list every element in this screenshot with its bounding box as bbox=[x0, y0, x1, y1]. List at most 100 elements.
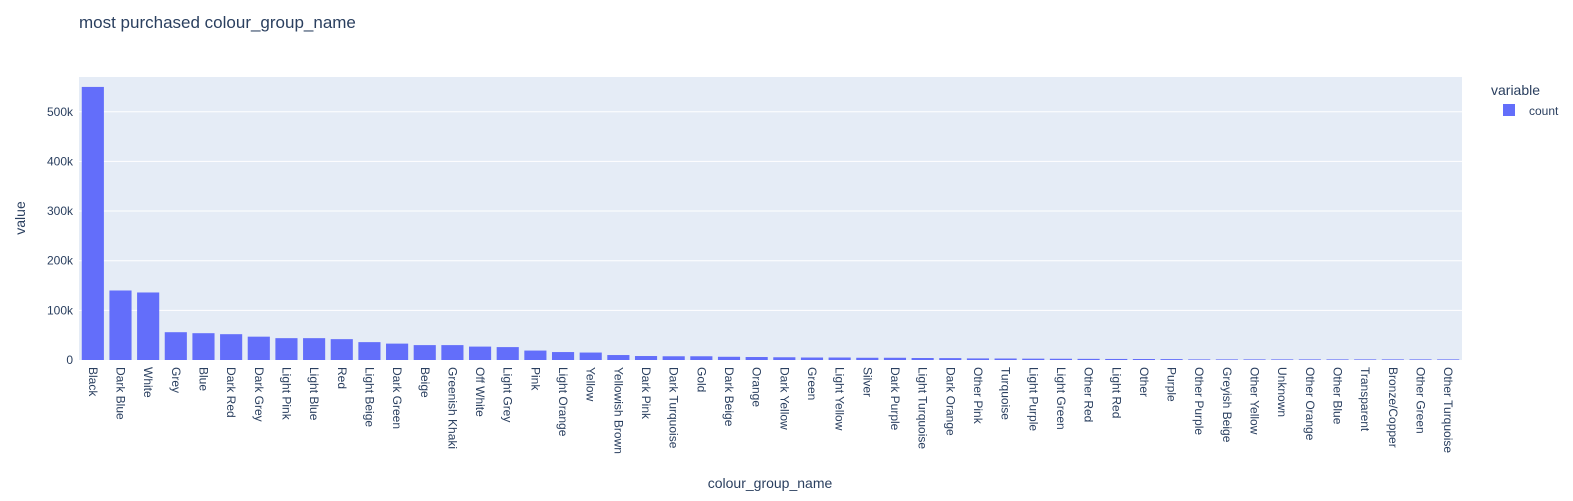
gridlines bbox=[79, 111, 1462, 311]
x-tick-label: Bronze/Copper bbox=[1386, 367, 1400, 448]
x-tick-label: Other Pink bbox=[971, 367, 985, 425]
x-tick-label: Off White bbox=[473, 367, 487, 417]
bar-light-blue[interactable] bbox=[303, 338, 326, 360]
x-tick-label: Light Grey bbox=[501, 367, 515, 422]
bar-beige[interactable] bbox=[413, 345, 436, 360]
x-tick-label: Other Green bbox=[1414, 367, 1428, 434]
bar-purple[interactable] bbox=[1160, 359, 1183, 360]
bar-other-pink[interactable] bbox=[966, 358, 990, 360]
x-tick-label: Light Yellow bbox=[833, 367, 847, 431]
y-tick-label: 0 bbox=[66, 353, 73, 367]
x-tick-label: Other Purple bbox=[1192, 367, 1206, 435]
y-axis-title: value bbox=[12, 201, 28, 235]
bar-silver[interactable] bbox=[856, 357, 879, 360]
bar-green[interactable] bbox=[800, 357, 824, 360]
bar-orange[interactable] bbox=[745, 357, 768, 360]
bar-other-purple[interactable] bbox=[1188, 359, 1211, 360]
legend-swatch-count[interactable] bbox=[1503, 104, 1515, 116]
x-tick-label: Dark Green bbox=[390, 367, 404, 429]
bar-light-turquoise[interactable] bbox=[911, 358, 934, 360]
bar-blue[interactable] bbox=[192, 333, 215, 360]
bar-light-purple[interactable] bbox=[1022, 358, 1045, 360]
bar-dark-turquoise[interactable] bbox=[662, 356, 685, 360]
bar-other-yellow[interactable] bbox=[1243, 359, 1266, 360]
bar-light-yellow[interactable] bbox=[828, 357, 851, 360]
bar-light-grey[interactable] bbox=[496, 347, 519, 360]
x-axis-ticks: Black Dark Blue White Grey Blue Dark Red Dark … bbox=[86, 367, 1455, 454]
x-tick-label: Light Red bbox=[1109, 367, 1123, 418]
bar-light-red[interactable] bbox=[1105, 358, 1128, 360]
bar-unknown[interactable] bbox=[1271, 359, 1294, 360]
x-tick-label: Greyish Beige bbox=[1220, 367, 1234, 443]
x-tick-label: Light Green bbox=[1054, 367, 1068, 430]
bar-dark-blue[interactable] bbox=[109, 290, 132, 360]
bar-other-green[interactable] bbox=[1409, 359, 1432, 360]
bar-grey[interactable] bbox=[164, 332, 187, 360]
x-tick-label: Green bbox=[805, 367, 819, 400]
x-tick-label: Pink bbox=[528, 367, 542, 391]
x-tick-label: Dark Pink bbox=[639, 367, 653, 420]
x-tick-label: Greenish Khaki bbox=[445, 367, 459, 449]
bar-dark-pink[interactable] bbox=[634, 356, 658, 360]
bar-light-orange[interactable] bbox=[551, 352, 575, 360]
x-tick-label: Dark Orange bbox=[943, 367, 957, 436]
bar-dark-purple[interactable] bbox=[883, 357, 907, 360]
bar-greyish-beige[interactable] bbox=[1215, 359, 1238, 360]
bar-other[interactable] bbox=[1132, 359, 1155, 360]
bar-dark-beige[interactable] bbox=[717, 356, 741, 360]
y-tick-label: 300k bbox=[47, 204, 74, 218]
x-tick-label: Other Orange bbox=[1303, 367, 1317, 441]
y-tick-label: 400k bbox=[47, 154, 74, 168]
bar-yellowish-brown[interactable] bbox=[607, 355, 630, 360]
bar-red[interactable] bbox=[330, 339, 353, 360]
x-tick-label: Purple bbox=[1165, 367, 1179, 402]
bar-other-blue[interactable] bbox=[1326, 359, 1349, 360]
bar-dark-orange[interactable] bbox=[939, 358, 962, 360]
bar-greenish-khaki[interactable] bbox=[441, 345, 464, 360]
x-tick-label: Dark Yellow bbox=[777, 367, 791, 430]
bar-white[interactable] bbox=[137, 292, 160, 360]
bar-dark-red[interactable] bbox=[220, 334, 243, 360]
bar-light-beige[interactable] bbox=[358, 342, 381, 360]
x-tick-label: Yellowish Brown bbox=[611, 367, 625, 454]
x-tick-label: Dark Blue bbox=[113, 367, 127, 420]
legend-label-count[interactable]: count bbox=[1529, 104, 1559, 118]
bar-dark-grey[interactable] bbox=[247, 336, 270, 360]
x-tick-label: Dark Red bbox=[224, 367, 238, 418]
x-tick-label: Other bbox=[1137, 367, 1151, 397]
x-tick-label: Light Purple bbox=[1026, 367, 1040, 431]
bar-off-white[interactable] bbox=[469, 346, 492, 360]
bar-light-pink[interactable] bbox=[275, 338, 298, 360]
plot-area bbox=[79, 77, 1462, 360]
x-tick-label: Dark Turquoise bbox=[667, 367, 681, 449]
bar-black[interactable] bbox=[81, 86, 104, 361]
bar-gold[interactable] bbox=[690, 356, 713, 360]
bar-turquoise[interactable] bbox=[994, 358, 1017, 360]
x-tick-label: Blue bbox=[196, 367, 210, 391]
x-tick-label: Other Red bbox=[1082, 367, 1096, 422]
bar-other-turquoise[interactable] bbox=[1437, 359, 1460, 360]
legend: variable count bbox=[1491, 82, 1559, 118]
x-axis-title: colour_group_name bbox=[708, 475, 833, 491]
bar-light-green[interactable] bbox=[1049, 358, 1072, 360]
x-tick-label: Dark Grey bbox=[252, 367, 266, 422]
bar-bronze-copper[interactable] bbox=[1381, 359, 1404, 360]
bar-transparent[interactable] bbox=[1354, 359, 1377, 360]
y-tick-label: 500k bbox=[47, 105, 74, 119]
x-tick-label: Beige bbox=[418, 367, 432, 398]
x-tick-label: Other Turquoise bbox=[1441, 367, 1455, 453]
x-tick-label: Other Blue bbox=[1331, 367, 1345, 425]
x-tick-label: Transparent bbox=[1358, 367, 1372, 432]
bar-yellow[interactable] bbox=[579, 352, 602, 360]
bar-other-orange[interactable] bbox=[1298, 359, 1321, 360]
chart-title: most purchased colour_group_name bbox=[79, 13, 356, 32]
bar-other-red[interactable] bbox=[1077, 358, 1100, 360]
bar-pink[interactable] bbox=[524, 350, 547, 360]
legend-title: variable bbox=[1491, 82, 1540, 98]
bar-dark-green[interactable] bbox=[386, 343, 409, 360]
x-tick-label: Orange bbox=[750, 367, 764, 407]
bar-dark-yellow[interactable] bbox=[773, 357, 796, 360]
y-tick-label: 200k bbox=[47, 254, 74, 268]
y-axis-ticks: 0 100k 200k 300k 400k 500k bbox=[47, 105, 74, 367]
